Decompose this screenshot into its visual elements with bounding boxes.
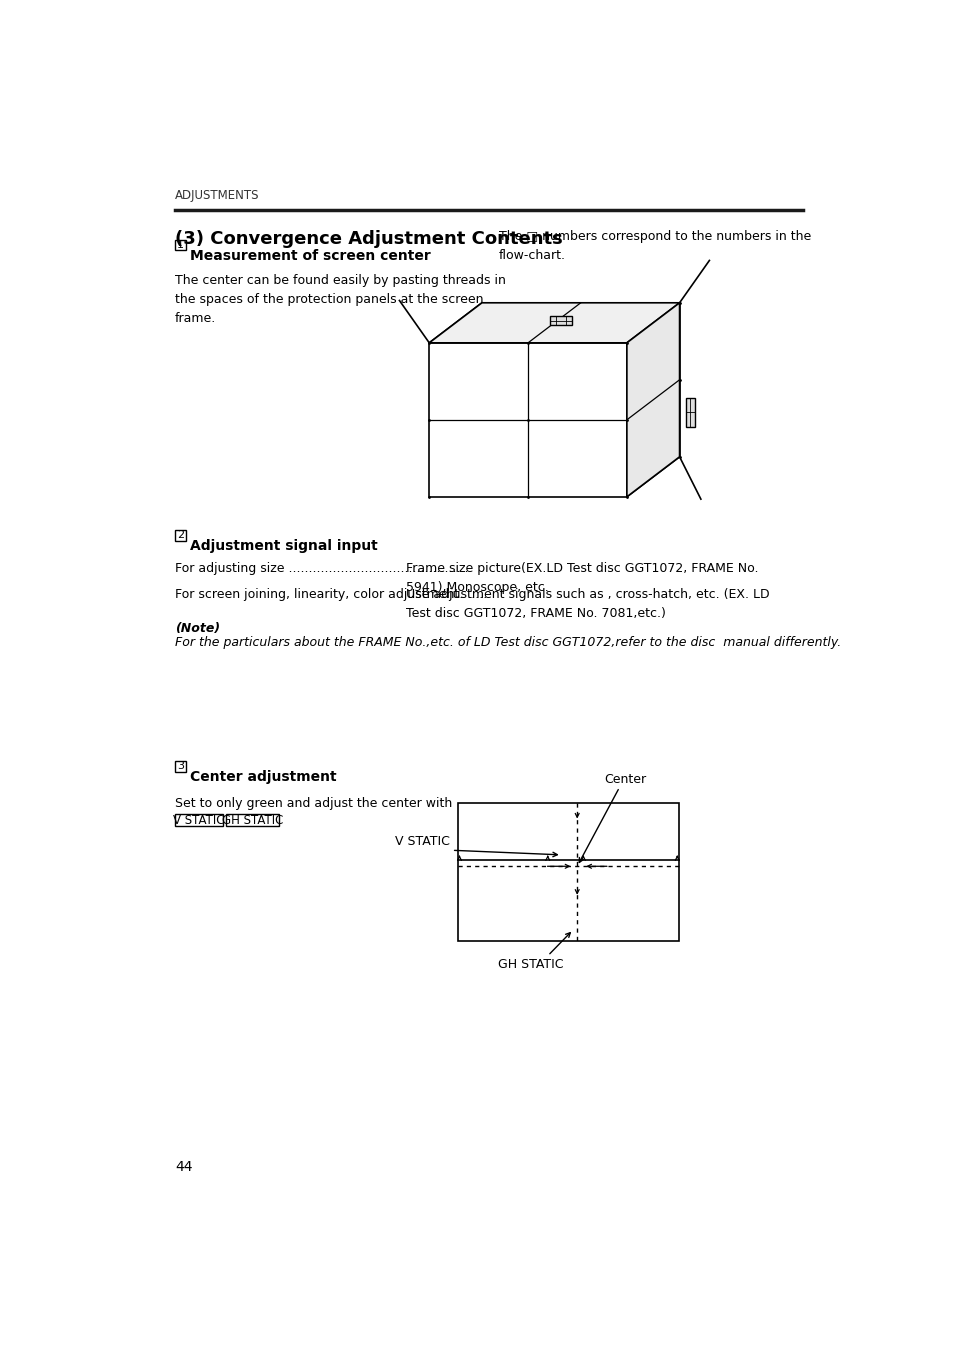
Text: GH STATIC: GH STATIC xyxy=(222,813,283,827)
Polygon shape xyxy=(429,343,626,496)
Text: For screen joining, linearity, color adjustment. .....: For screen joining, linearity, color adj… xyxy=(174,588,487,602)
Text: ADJUSTMENTS: ADJUSTMENTS xyxy=(174,189,259,202)
Text: Adjustment signal input: Adjustment signal input xyxy=(190,540,377,553)
Text: Center: Center xyxy=(604,773,646,785)
Text: V STATIC: V STATIC xyxy=(395,835,450,847)
Text: Use adjustment signals such as , cross-hatch, etc. (EX. LD
Test disc GGT1072, FR: Use adjustment signals such as , cross-h… xyxy=(406,588,769,621)
Text: Frame size picture(EX.LD Test disc GGT1072, FRAME No.
5941),Monoscope, etc.: Frame size picture(EX.LD Test disc GGT10… xyxy=(406,563,758,594)
Bar xyxy=(174,761,186,772)
Text: 3: 3 xyxy=(177,761,184,772)
Bar xyxy=(174,240,186,251)
Text: For adjusting size .............................................: For adjusting size .....................… xyxy=(174,563,468,575)
Text: For the particulars about the FRAME No.,etc. of LD Test disc GGT1072,refer to th: For the particulars about the FRAME No.,… xyxy=(174,637,841,649)
Text: (Note): (Note) xyxy=(174,622,220,635)
Bar xyxy=(685,398,695,426)
Text: The center can be found easily by pasting threads in
the spaces of the protectio: The center can be found easily by pastin… xyxy=(174,274,505,325)
Text: 2: 2 xyxy=(176,530,184,541)
Polygon shape xyxy=(626,302,679,496)
Text: V STATIC: V STATIC xyxy=(173,813,225,827)
Text: Set to only green and adjust the center with: Set to only green and adjust the center … xyxy=(174,797,452,811)
Text: 1: 1 xyxy=(177,240,184,250)
Bar xyxy=(550,316,571,325)
Text: Center adjustment: Center adjustment xyxy=(190,770,336,784)
Bar xyxy=(174,530,186,541)
Bar xyxy=(174,813,223,827)
Polygon shape xyxy=(429,302,679,343)
Bar xyxy=(457,803,679,942)
Text: The □ numbers correspond to the numbers in the
flow-chart.: The □ numbers correspond to the numbers … xyxy=(498,229,810,262)
Text: GH STATIC: GH STATIC xyxy=(497,958,563,971)
Text: 44: 44 xyxy=(174,1160,193,1175)
Text: Measurement of screen center: Measurement of screen center xyxy=(190,248,430,263)
Bar xyxy=(226,813,278,827)
Text: (3) Convergence Adjustment Contents: (3) Convergence Adjustment Contents xyxy=(174,229,562,248)
